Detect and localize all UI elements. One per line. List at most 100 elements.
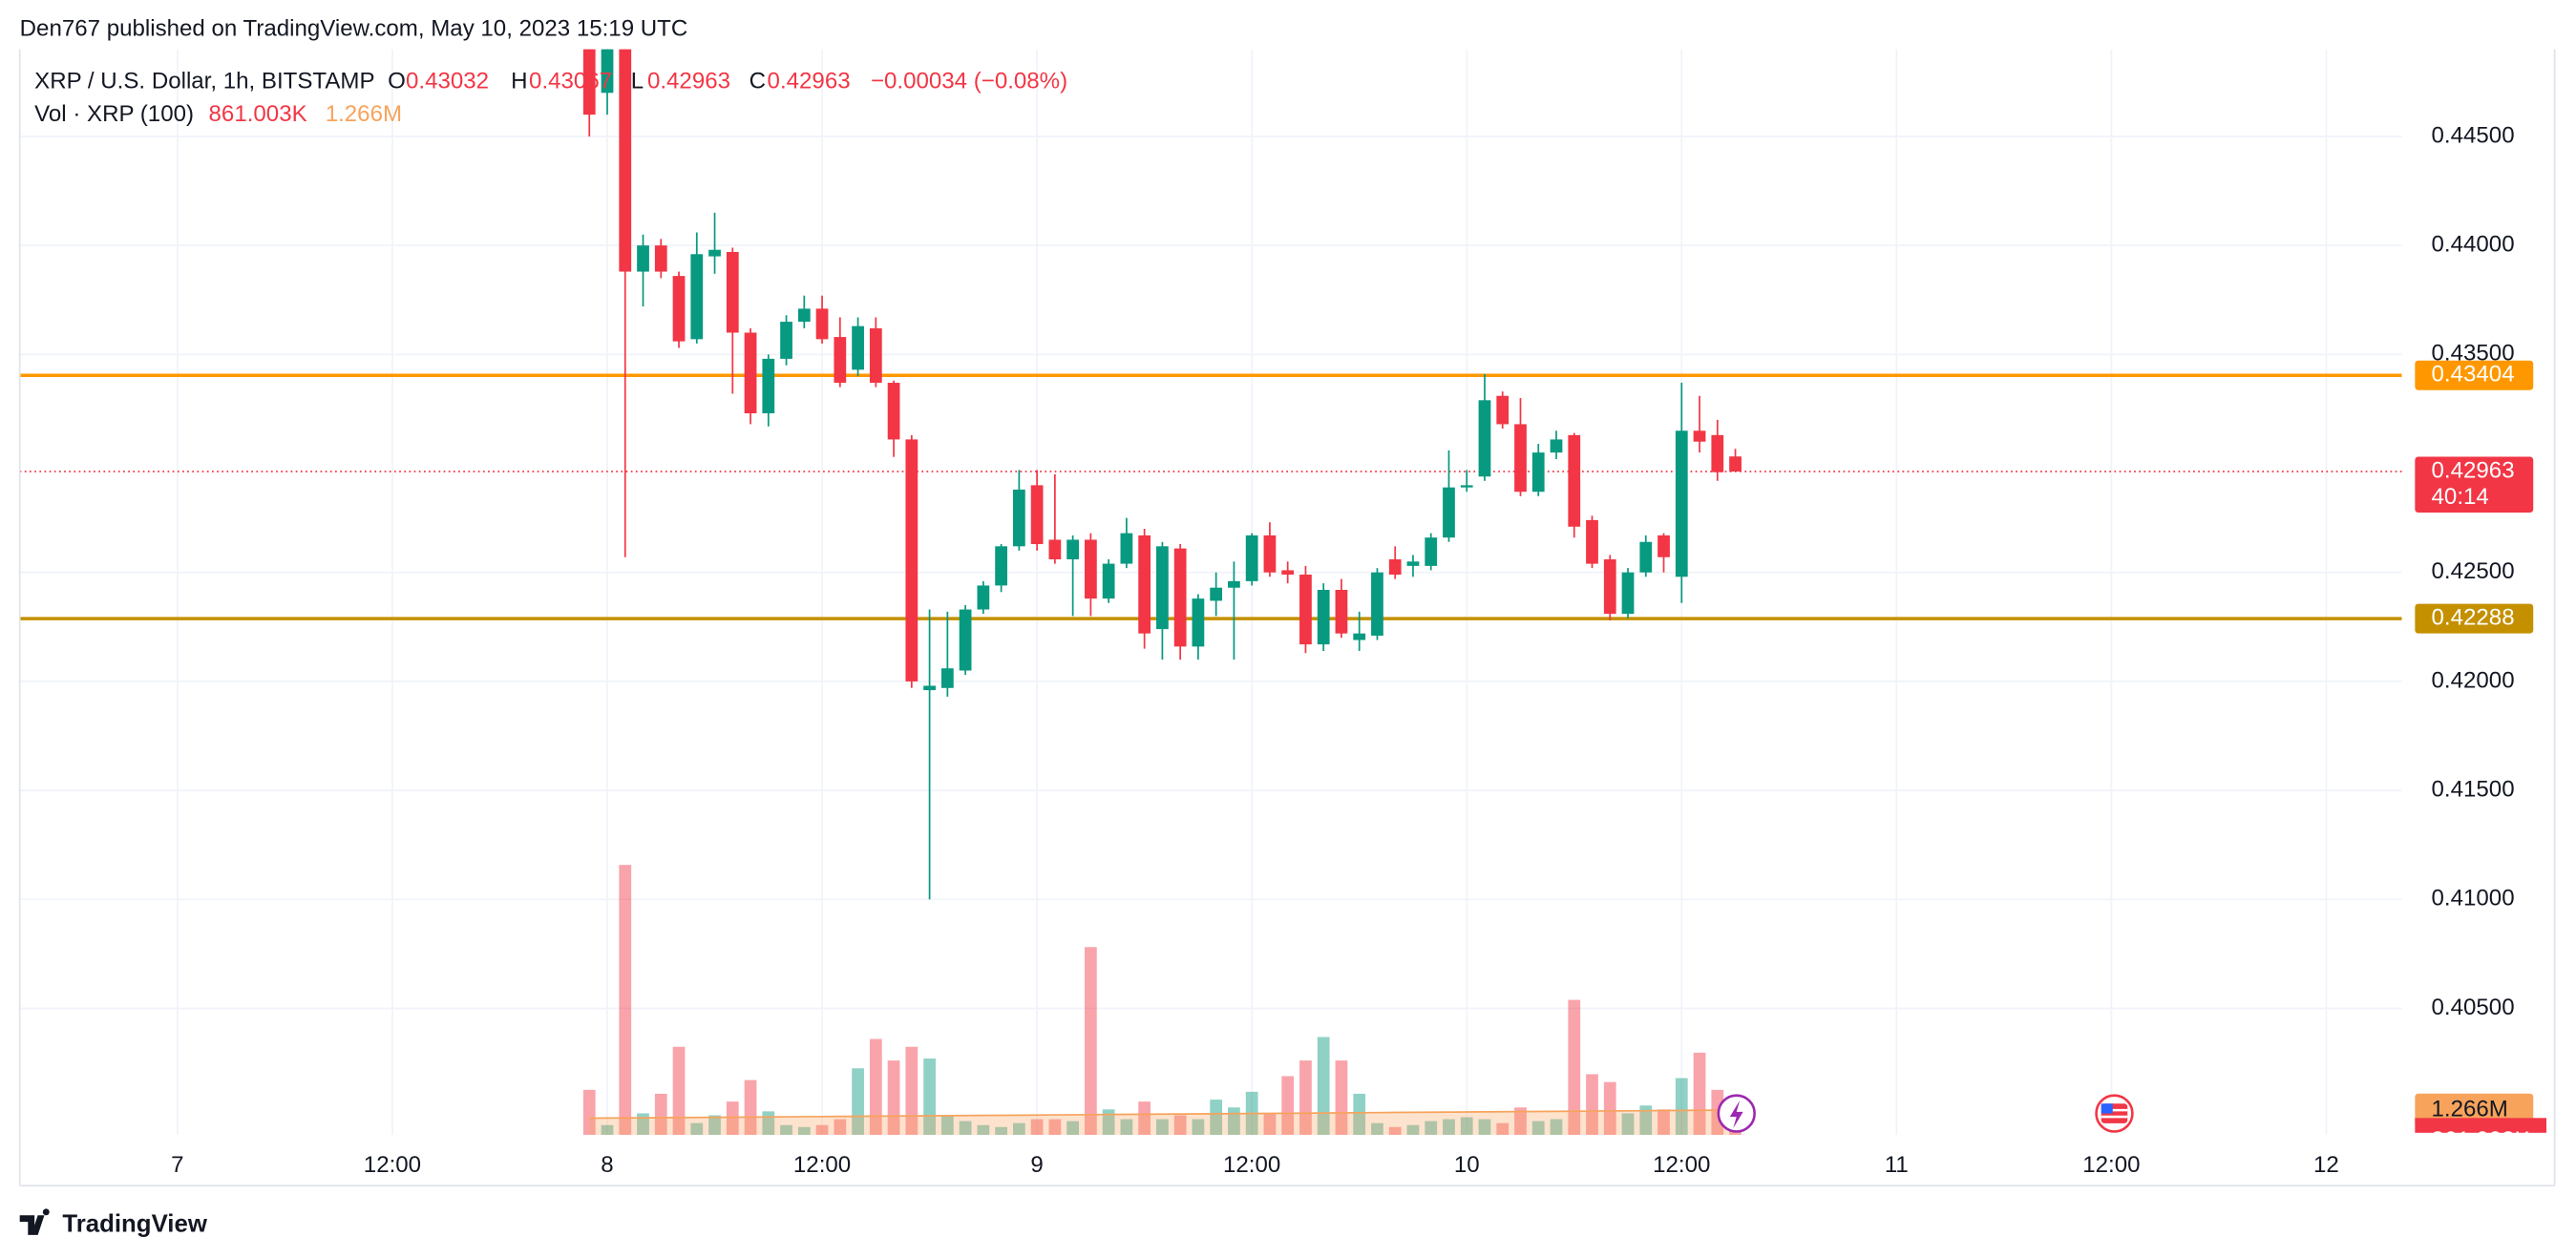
volume-badge-label: 861.003K xyxy=(2432,1127,2530,1153)
volume-bar xyxy=(1568,999,1581,1135)
volume-bar xyxy=(1639,1105,1653,1135)
volume-ma-badge-label: 1.266M xyxy=(2432,1096,2508,1122)
volume-bar xyxy=(1030,1119,1044,1135)
volume-bar xyxy=(815,1124,829,1135)
volume-bar xyxy=(940,1115,954,1135)
y-tick-label: 0.41000 xyxy=(2432,886,2515,912)
candle-body xyxy=(726,252,739,333)
legend-volume: 861.003K xyxy=(209,101,307,127)
candle-body xyxy=(1228,580,1240,588)
candle-body xyxy=(869,327,882,384)
price-pane xyxy=(19,49,2402,900)
candle-body xyxy=(1120,533,1133,564)
candle-body xyxy=(905,439,918,681)
y-tick-label: 0.40500 xyxy=(2432,995,2515,1020)
flag-icon xyxy=(2095,1094,2134,1133)
volume-bar xyxy=(1531,1121,1545,1135)
x-tick-label: 9 xyxy=(1030,1152,1043,1178)
volume-bar xyxy=(744,1080,757,1135)
x-tick-label: 12:00 xyxy=(1653,1152,1710,1178)
volume-bar xyxy=(1335,1060,1348,1135)
volume-bar xyxy=(780,1124,792,1135)
legend-low: 0.42963 xyxy=(647,68,730,94)
volume-bar xyxy=(1693,1052,1706,1135)
candle-body xyxy=(637,245,649,272)
logo-text: TradingView xyxy=(62,1210,207,1237)
event-icon xyxy=(1717,1094,1756,1133)
logo: TradingView xyxy=(19,1208,208,1237)
candle-body xyxy=(1621,572,1635,615)
candle-body xyxy=(1425,537,1438,566)
candle-body xyxy=(887,383,900,440)
candle-body xyxy=(1335,590,1348,634)
candle-body xyxy=(1693,430,1706,442)
candle-body xyxy=(1658,535,1670,557)
candle-body xyxy=(852,325,864,370)
volume-badge xyxy=(2415,1118,2546,1133)
candle-body xyxy=(1173,548,1187,647)
candle-body xyxy=(1729,456,1742,472)
volume-bar xyxy=(1192,1119,1205,1135)
candle-body xyxy=(1317,590,1330,645)
volume-bar xyxy=(1460,1117,1473,1135)
x-tick-label: 11 xyxy=(1885,1152,1909,1178)
legend-key: L xyxy=(631,68,644,94)
volume-title: Vol · XRP (100) xyxy=(34,101,194,127)
volume-bar xyxy=(1658,1109,1670,1135)
volume-bar xyxy=(1388,1126,1402,1135)
volume-bar xyxy=(1173,1115,1187,1135)
volume-bar xyxy=(1317,1037,1330,1135)
candle-body xyxy=(815,308,829,340)
countdown-label: 40:14 xyxy=(2432,484,2489,510)
y-tick-label: 0.41500 xyxy=(2432,776,2515,802)
candle-body xyxy=(1603,559,1616,615)
price-badge xyxy=(2415,456,2534,514)
candle-body xyxy=(1030,485,1044,545)
candle-body xyxy=(1460,485,1473,488)
volume-bar xyxy=(995,1126,1007,1135)
candle-body xyxy=(1299,575,1312,645)
candle-body xyxy=(1353,633,1366,640)
x-tick-label: 8 xyxy=(601,1152,613,1178)
candle-body xyxy=(619,49,632,272)
candle-body xyxy=(797,308,811,323)
publisher-note: Den767 published on TradingView.com, May… xyxy=(20,15,688,41)
candle-body xyxy=(1388,559,1402,576)
candle-body xyxy=(780,322,792,359)
volume-bar xyxy=(1621,1113,1635,1135)
x-tick-label: 12:00 xyxy=(2082,1152,2140,1178)
candle-body xyxy=(744,332,757,414)
candle-body xyxy=(1102,563,1115,599)
candle-body xyxy=(995,546,1007,586)
candle-body xyxy=(1138,535,1151,634)
volume-bar xyxy=(869,1038,882,1135)
legend-key: C xyxy=(750,68,766,94)
candle-body xyxy=(1675,430,1688,577)
candle-body xyxy=(1245,535,1258,581)
volume-bar xyxy=(1550,1119,1563,1135)
legend-key: H xyxy=(511,68,527,94)
candle-body xyxy=(654,245,667,272)
volume-bar xyxy=(654,1093,667,1135)
volume-bar xyxy=(1371,1122,1383,1135)
volume-pane xyxy=(582,865,1742,1135)
volume-bar xyxy=(977,1124,990,1135)
y-tick-label: 0.44500 xyxy=(2432,122,2515,148)
candle-body xyxy=(1281,570,1295,576)
volume-bar xyxy=(1603,1081,1616,1135)
candle-body xyxy=(1066,539,1080,560)
volume-ma-line xyxy=(589,1109,1736,1120)
volume-bar xyxy=(1443,1119,1455,1135)
symbol-title: XRP / U.S. Dollar, 1h, BITSTAMP xyxy=(34,68,374,94)
candle-body xyxy=(1192,598,1205,647)
candle-body xyxy=(1568,434,1581,527)
volume-bar xyxy=(959,1121,972,1135)
legend-change: −0.00034 (−0.08%) xyxy=(871,68,1067,94)
candle-body xyxy=(1406,561,1420,566)
candle-body xyxy=(1711,434,1724,472)
candle-body xyxy=(1443,487,1455,538)
volume-bar xyxy=(1586,1074,1598,1135)
